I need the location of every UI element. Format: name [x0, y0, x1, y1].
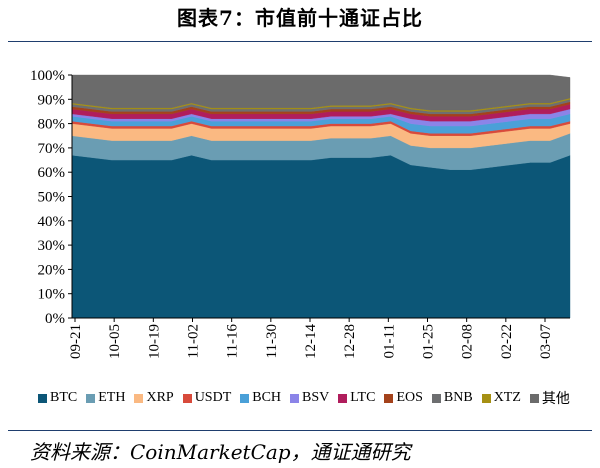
- legend-label: USDT: [194, 390, 232, 405]
- legend-label: BTC: [50, 390, 78, 405]
- legend-item-10: 其他: [529, 388, 570, 408]
- legend-swatch: [290, 393, 300, 403]
- y-tick-label: 20%: [38, 262, 66, 278]
- x-tick-label: 12-14: [303, 324, 319, 359]
- x-tick-label: 01-11: [381, 324, 397, 358]
- legend-label: BNB: [443, 390, 473, 405]
- y-tick-label: 60%: [38, 165, 66, 181]
- legend-item-5: BSV: [290, 390, 329, 406]
- x-tick-label: 11-30: [264, 324, 280, 358]
- y-tick-label: 50%: [38, 190, 66, 206]
- legend-swatch: [38, 393, 47, 403]
- legend-label: EOS: [396, 390, 423, 405]
- y-tick-label: 40%: [38, 214, 66, 230]
- source-note: 资料来源：CoinMarketCap，通证通研究: [30, 440, 411, 464]
- legend-label: BCH: [252, 390, 282, 405]
- y-tick-label: 90%: [38, 92, 66, 108]
- y-tick-label: 30%: [38, 238, 66, 254]
- legend-swatch: [134, 393, 144, 403]
- y-tick-label: 80%: [38, 117, 66, 133]
- legend-label: XTZ: [493, 390, 521, 405]
- legend-swatch: [529, 393, 539, 403]
- x-tick-label: 02-08: [460, 324, 476, 359]
- x-tick-label: 10-19: [146, 324, 162, 359]
- legend-item-6: LTC: [338, 390, 375, 406]
- legend-label: LTC: [350, 390, 376, 405]
- chart-legend: BTC ETH XRP USDT BCH BSV LTC EOS BNB XTZ 其他: [38, 388, 598, 408]
- y-tick-label: 10%: [38, 287, 66, 303]
- legend-label: ETH: [98, 390, 126, 405]
- title-divider: [8, 41, 592, 42]
- legend-item-0: BTC: [38, 390, 77, 406]
- x-tick-label: 11-02: [186, 324, 202, 358]
- legend-label: 其他: [541, 392, 570, 407]
- bottom-divider: [8, 430, 592, 431]
- x-tick-label: 03-07: [538, 324, 554, 359]
- legend-swatch: [384, 393, 394, 403]
- legend-label: XRP: [146, 390, 174, 405]
- area-series-0: [71, 154, 571, 319]
- y-tick-labels: 0% 10% 20% 30% 40% 50% 60% 70% 80% 90% 100%: [30, 68, 72, 327]
- legend-item-2: XRP: [134, 390, 174, 406]
- legend-item-9: XTZ: [481, 390, 521, 406]
- x-tick-label: 11-16: [225, 324, 241, 359]
- legend-item-1: ETH: [86, 390, 125, 406]
- y-tick-label: 100%: [30, 68, 65, 84]
- legend-item-3: USDT: [182, 390, 232, 406]
- x-tick-label: 10-05: [107, 324, 123, 359]
- legend-swatch: [240, 393, 250, 403]
- legend-swatch: [182, 393, 192, 403]
- legend-swatch: [86, 393, 96, 403]
- chart-areas: [71, 74, 571, 319]
- legend-swatch: [431, 393, 441, 403]
- x-tick-labels: 09-21 10-05 10-19 11-02 11-16 11-30 12-14 12-28…: [68, 318, 554, 359]
- legend-item-8: BNB: [431, 390, 473, 406]
- area-series-10: [71, 74, 571, 111]
- stacked-area-chart: 0% 10% 20% 30% 40% 50% 60% 70% 80% 90% 100% 09-21 1…: [30, 68, 571, 359]
- y-tick-label: 0%: [45, 311, 65, 327]
- x-tick-label: 12-28: [342, 324, 358, 359]
- y-tick-label: 70%: [38, 141, 66, 157]
- legend-item-7: EOS: [384, 390, 423, 406]
- x-tick-label: 09-21: [68, 324, 84, 359]
- x-tick-label: 01-25: [421, 324, 437, 359]
- legend-swatch: [481, 393, 491, 403]
- x-tick-label: 02-22: [499, 324, 515, 359]
- legend-label: BSV: [302, 390, 330, 405]
- legend-item-4: BCH: [240, 390, 281, 406]
- legend-swatch: [338, 393, 348, 403]
- figure-title: 图表7：市值前十通证占比: [177, 6, 423, 30]
